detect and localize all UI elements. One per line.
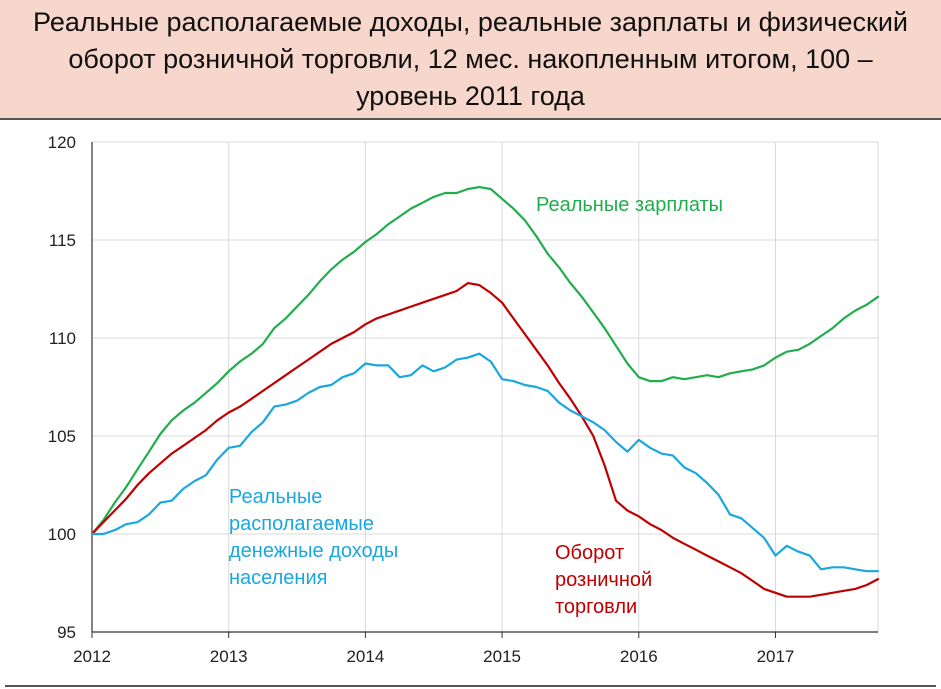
series-label-2: населения — [229, 567, 327, 589]
series-label-1: розничной — [555, 569, 652, 591]
series-label-2: располагаемые — [229, 513, 374, 535]
series-label-2: Реальные — [229, 486, 322, 508]
axes: 95 100 105 110 115 120 2012 2013 2014 2015 2016 201… — [48, 133, 878, 666]
series-labels: Реальные зарплаты Оборот розничной торговли… — [229, 194, 723, 618]
x-tick-label: 2014 — [346, 647, 384, 666]
series-label-2: денежные доходы — [229, 540, 398, 562]
series-line-1 — [90, 282, 880, 598]
x-tick-label: 2012 — [73, 647, 111, 666]
series-line-0 — [90, 186, 880, 536]
x-tick-label: 2013 — [210, 647, 248, 666]
chart-title: Реальные располагаемые доходы, реальные … — [33, 6, 908, 111]
x-tick-label: 2015 — [483, 647, 521, 666]
y-tick-label: 115 — [49, 231, 76, 250]
chart-title-banner: Реальные располагаемые доходы, реальные … — [0, 0, 941, 120]
series-label-0: Реальные зарплаты — [536, 194, 723, 216]
bottom-divider — [5, 685, 936, 687]
x-tick-label: 2017 — [757, 647, 795, 666]
y-tick-label: 110 — [49, 329, 76, 348]
y-tick-label: 120 — [48, 133, 76, 152]
y-tick-label: 105 — [48, 427, 76, 446]
series-lines — [90, 186, 880, 598]
y-tick-label: 95 — [57, 623, 76, 642]
series-label-1: Оборот — [555, 542, 624, 564]
grid — [92, 141, 879, 632]
series-line-2 — [90, 352, 880, 573]
x-tick-label: 2016 — [620, 647, 658, 666]
series-label-1: торговли — [555, 596, 637, 618]
y-tick-label: 100 — [48, 525, 76, 544]
